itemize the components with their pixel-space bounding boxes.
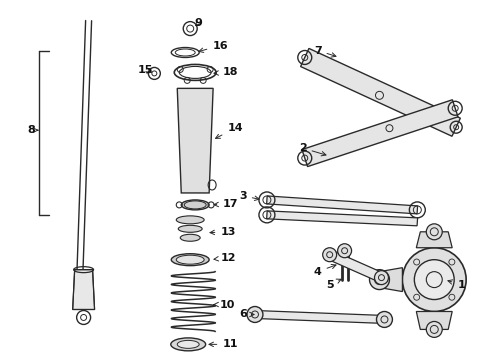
Text: 1: 1 <box>447 280 464 289</box>
Polygon shape <box>73 270 94 310</box>
Circle shape <box>322 248 336 262</box>
Text: 6: 6 <box>239 310 254 319</box>
Circle shape <box>337 244 351 258</box>
Text: 2: 2 <box>298 143 325 156</box>
Ellipse shape <box>176 216 203 224</box>
Text: 12: 12 <box>214 253 235 263</box>
Ellipse shape <box>177 340 199 348</box>
Text: 4: 4 <box>313 265 335 276</box>
Polygon shape <box>266 211 417 226</box>
Polygon shape <box>300 49 459 136</box>
Text: 3: 3 <box>239 191 259 201</box>
Polygon shape <box>379 268 402 292</box>
Circle shape <box>426 224 441 240</box>
Text: 11: 11 <box>208 339 237 349</box>
Ellipse shape <box>180 234 200 241</box>
Text: 5: 5 <box>325 279 341 289</box>
Text: 9: 9 <box>194 18 202 28</box>
Circle shape <box>426 321 441 337</box>
Ellipse shape <box>178 225 202 232</box>
Polygon shape <box>177 88 213 193</box>
Text: 18: 18 <box>214 67 237 77</box>
Polygon shape <box>415 311 451 329</box>
Text: 13: 13 <box>209 227 235 237</box>
Polygon shape <box>415 232 451 248</box>
Polygon shape <box>254 310 384 323</box>
Text: 10: 10 <box>213 300 234 310</box>
Ellipse shape <box>176 255 203 264</box>
Ellipse shape <box>171 254 209 266</box>
Polygon shape <box>301 100 457 167</box>
Polygon shape <box>266 196 417 214</box>
Ellipse shape <box>170 338 205 351</box>
Text: 17: 17 <box>214 199 237 209</box>
Circle shape <box>402 248 465 311</box>
Ellipse shape <box>181 200 209 210</box>
Circle shape <box>369 270 388 289</box>
Text: 8: 8 <box>27 125 38 135</box>
Text: 15: 15 <box>138 66 153 76</box>
Circle shape <box>376 311 392 328</box>
Polygon shape <box>327 250 383 282</box>
Circle shape <box>374 271 387 285</box>
Circle shape <box>246 306 263 323</box>
Text: 16: 16 <box>199 41 227 53</box>
Circle shape <box>413 260 453 300</box>
Text: 14: 14 <box>215 123 243 138</box>
Text: 7: 7 <box>313 45 335 57</box>
